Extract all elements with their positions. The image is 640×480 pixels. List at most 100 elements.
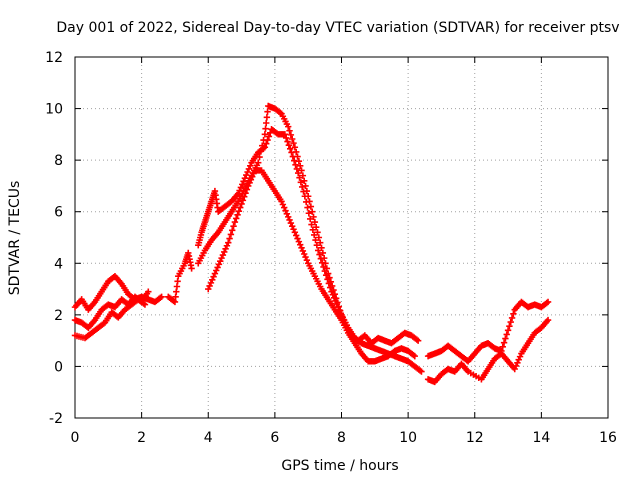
data-point — [315, 234, 323, 241]
data-point — [244, 168, 251, 176]
x-tick-label: 4 — [204, 430, 213, 446]
data-point — [503, 331, 510, 338]
data-point — [313, 242, 321, 249]
data-point — [235, 207, 243, 215]
x-tick-label: 12 — [466, 430, 484, 446]
data-point — [255, 159, 262, 166]
data-point — [302, 253, 309, 261]
data-point — [234, 211, 241, 219]
data-point — [249, 173, 256, 180]
data-point — [292, 232, 300, 239]
data-point — [515, 356, 522, 363]
data-point — [229, 227, 236, 234]
data-point — [299, 172, 307, 179]
data-point — [285, 213, 292, 221]
y-tick-label: 8 — [54, 153, 63, 169]
y-tick-label: 6 — [54, 205, 63, 221]
data-point — [316, 251, 323, 258]
data-point — [414, 337, 422, 344]
data-point — [283, 210, 291, 217]
y-tick-label: 0 — [54, 359, 63, 375]
data-point — [205, 285, 212, 293]
data-point — [331, 291, 339, 298]
data-point — [295, 157, 303, 165]
data-point — [245, 165, 253, 173]
data-point — [502, 335, 509, 342]
data-point — [510, 310, 517, 318]
data-point — [307, 203, 315, 210]
data-point — [294, 169, 302, 177]
data-point — [188, 265, 195, 272]
data-point — [238, 200, 245, 208]
data-point — [158, 293, 165, 301]
series-track-d — [165, 249, 195, 306]
data-point — [284, 138, 291, 145]
data-point — [247, 162, 254, 170]
data-point — [292, 148, 300, 156]
data-point — [296, 174, 303, 181]
data-point — [263, 119, 270, 127]
x-tick-label: 6 — [270, 430, 279, 446]
data-point — [298, 167, 305, 174]
y-axis-label: SDTVAR / TECUs — [7, 181, 23, 296]
data-point — [291, 229, 299, 236]
data-point — [305, 210, 313, 217]
data-point — [226, 235, 233, 242]
data-point — [285, 123, 292, 130]
data-point — [264, 108, 271, 115]
data-point — [259, 142, 266, 149]
series-track-f — [195, 102, 425, 375]
series-track-g — [205, 167, 418, 365]
data-point — [411, 352, 418, 360]
data-point — [239, 181, 246, 188]
data-point — [286, 127, 293, 134]
data-point — [332, 295, 340, 302]
data-point — [257, 148, 265, 155]
data-point — [330, 286, 337, 294]
data-point — [282, 207, 289, 214]
data-point — [320, 263, 327, 271]
y-tick-label: 4 — [54, 256, 63, 272]
x-tick-label: 10 — [399, 430, 417, 446]
data-point — [286, 216, 293, 224]
data-point — [285, 141, 293, 149]
data-point — [217, 258, 224, 265]
data-point — [326, 274, 333, 281]
data-point — [279, 201, 287, 208]
data-point — [241, 193, 248, 200]
data-point — [246, 179, 253, 187]
data-point — [263, 114, 271, 121]
data-point — [319, 249, 327, 257]
data-point — [318, 244, 325, 252]
data-point — [320, 254, 328, 262]
data-point — [213, 267, 220, 274]
data-point — [334, 299, 341, 306]
data-point — [294, 153, 301, 160]
data-point — [286, 145, 294, 152]
data-point — [157, 294, 164, 302]
data-point — [256, 153, 263, 161]
data-point — [514, 359, 521, 367]
data-point — [281, 131, 289, 138]
data-point — [296, 241, 304, 248]
data-point — [303, 187, 311, 195]
data-point — [312, 236, 319, 244]
data-point — [316, 239, 324, 246]
data-point — [298, 183, 306, 191]
data-point — [303, 256, 311, 264]
data-point — [293, 165, 301, 173]
data-point — [308, 208, 316, 215]
data-point — [294, 235, 301, 242]
data-point — [327, 278, 335, 286]
data-point — [207, 279, 215, 287]
data-point — [418, 368, 425, 375]
axis-ticks — [74, 56, 609, 419]
x-tick-label: 8 — [337, 430, 346, 446]
data-point — [323, 265, 331, 272]
data-point — [310, 231, 318, 239]
data-point — [291, 144, 299, 151]
data-point — [297, 179, 305, 186]
data-point — [304, 204, 311, 211]
data-point — [281, 204, 288, 211]
data-point — [311, 218, 319, 226]
